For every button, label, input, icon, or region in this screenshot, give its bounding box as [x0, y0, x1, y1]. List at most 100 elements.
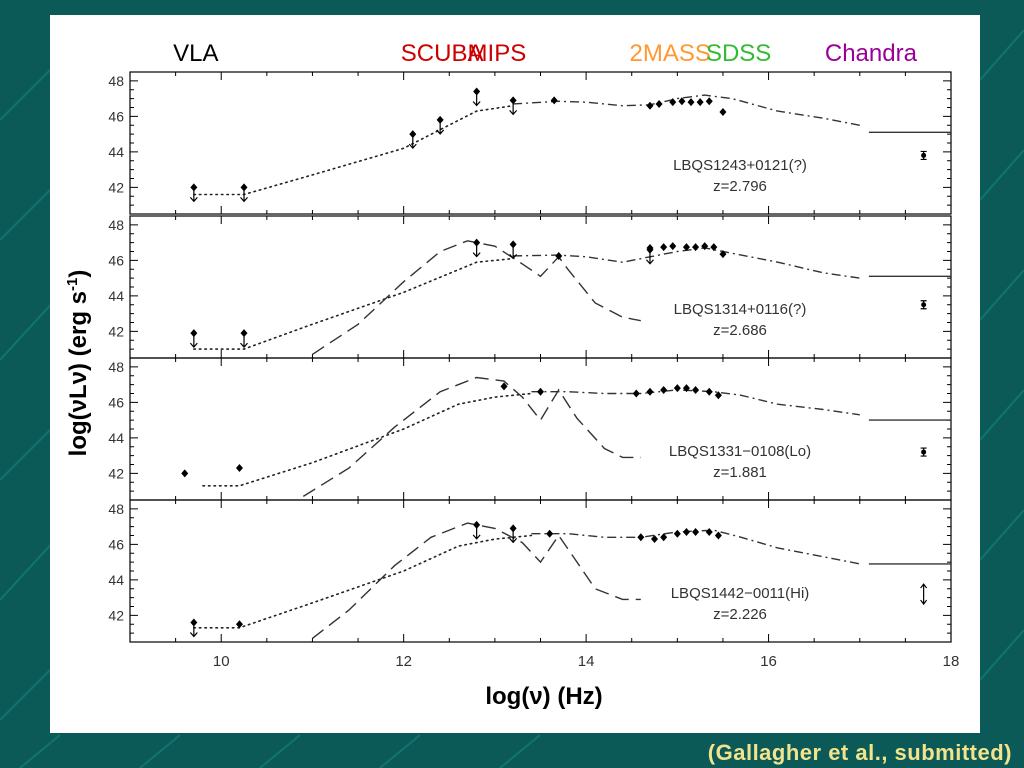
y-tick-label: 44	[108, 430, 124, 446]
y-axis-label-main: log(νLν) (erg s	[65, 291, 92, 456]
x-tick-label: 10	[213, 653, 230, 670]
data-point	[692, 527, 700, 536]
y-tick-label: 48	[108, 501, 124, 517]
xray-point	[921, 152, 927, 158]
model-dashed-line	[312, 240, 641, 355]
model-dotted-line	[193, 534, 533, 629]
y-tick-label: 44	[108, 144, 124, 160]
citation-credit: (Gallagher et al., submitted)	[707, 740, 1012, 765]
data-point	[235, 464, 243, 473]
x-tick-label: 18	[943, 653, 960, 670]
x-tick-label: 16	[760, 653, 777, 670]
upper-limit-arrow	[189, 622, 198, 638]
panel-frame	[129, 499, 952, 643]
quasar-name-label: LBQS1442−0011(Hi)	[671, 585, 810, 602]
data-point	[500, 382, 508, 391]
plot-panel: 42 44 46 48 42 44 46 48 42 44 46 48 42 44 46 48 10 12 14 16…	[50, 15, 980, 733]
y-tick-label: 48	[108, 217, 124, 233]
y-tick-label: 44	[108, 572, 124, 588]
redshift-label: z=2.686	[713, 322, 767, 339]
data-point	[705, 387, 713, 396]
tick-labels: 42 44 46 48 42 44 46 48 42 44 46 48 42 44 46 48 10 12 14 16…	[108, 73, 959, 670]
data-point	[646, 101, 654, 110]
data-point	[714, 391, 722, 400]
model-dotted-line	[202, 392, 533, 487]
data-series: LBQS1243+0121(?) z=2.796 LBQS1314+0116(?) z…	[181, 87, 951, 639]
data-point	[719, 107, 727, 116]
model-dashdot-line	[531, 529, 860, 565]
data-point	[682, 527, 690, 536]
data-point	[692, 243, 700, 252]
upper-limit-point	[473, 520, 481, 529]
model-dashdot-line	[531, 389, 860, 416]
upper-limit-arrow	[436, 119, 445, 135]
model-dashed-line	[302, 376, 641, 497]
x-axis-label: log(ν) (Hz)	[485, 683, 602, 710]
instrument-label: SCUBA	[401, 40, 484, 67]
instrument-label: Chandra	[825, 40, 918, 67]
upper-limit-arrow	[240, 333, 248, 349]
upper-limit-arrow	[472, 524, 481, 540]
data-point	[632, 389, 640, 398]
xray-point	[921, 302, 927, 308]
data-point	[701, 242, 709, 251]
data-point	[682, 243, 690, 252]
y-axis-label-close: )	[65, 270, 92, 278]
quasar-name-label: LBQS1314+0116(?)	[674, 301, 807, 318]
y-tick-label: 46	[108, 536, 124, 552]
data-point	[550, 96, 558, 105]
data-point	[673, 529, 681, 538]
model-dashdot-line	[513, 94, 860, 126]
data-point	[710, 243, 718, 252]
y-tick-label: 46	[108, 108, 124, 124]
y-tick-label: 46	[108, 252, 124, 268]
data-point	[646, 387, 654, 396]
data-point	[660, 533, 668, 542]
redshift-label: z=2.226	[713, 606, 767, 623]
upper-limit-arrow	[408, 134, 417, 150]
upper-limit-arrow	[509, 528, 518, 544]
model-dashed-line	[311, 522, 641, 639]
model-dashdot-line	[513, 247, 860, 279]
upper-limit-arrow	[189, 333, 198, 349]
axis-ticks	[130, 72, 952, 642]
data-point	[719, 250, 727, 259]
instrument-label: SDSS	[706, 40, 771, 67]
y-tick-label: 46	[108, 394, 124, 410]
data-point	[705, 97, 713, 106]
x-tick-label: 14	[578, 653, 595, 670]
panel-frame	[129, 71, 952, 215]
redshift-label: z=1.881	[713, 464, 767, 481]
upper-limit-arrow	[240, 187, 248, 203]
y-tick-label: 44	[108, 288, 124, 304]
y-tick-label: 42	[108, 323, 124, 339]
redshift-label: z=2.796	[713, 178, 767, 195]
data-point	[692, 385, 700, 394]
xray-point	[921, 449, 927, 455]
sed-chart: 42 44 46 48 42 44 46 48 42 44 46 48 42 44 46 48 10 12 14 16…	[64, 40, 959, 710]
upper-limit-arrow	[189, 187, 198, 203]
data-point	[687, 98, 695, 107]
model-dotted-line	[193, 257, 514, 350]
data-point	[696, 98, 704, 107]
instrument-label: MIPS	[468, 40, 527, 67]
y-axis-label: log(νLν) (erg s-1)	[64, 270, 92, 457]
xray-range-arrows	[920, 583, 928, 606]
data-point	[637, 533, 645, 542]
y-tick-label: 42	[108, 465, 124, 481]
data-point	[660, 243, 668, 252]
model-dotted-line	[193, 104, 514, 196]
data-point	[673, 384, 681, 393]
panel-frame	[129, 215, 952, 359]
instrument-label: 2MASS	[630, 40, 711, 67]
y-tick-label: 42	[108, 607, 124, 623]
data-point	[651, 535, 659, 544]
upper-limit-arrow	[509, 244, 518, 260]
y-tick-label: 48	[108, 73, 124, 89]
upper-limit-arrow	[472, 242, 481, 258]
data-point	[714, 531, 722, 540]
upper-limit-arrow	[472, 91, 481, 107]
data-point	[546, 529, 554, 538]
data-point	[669, 242, 677, 251]
